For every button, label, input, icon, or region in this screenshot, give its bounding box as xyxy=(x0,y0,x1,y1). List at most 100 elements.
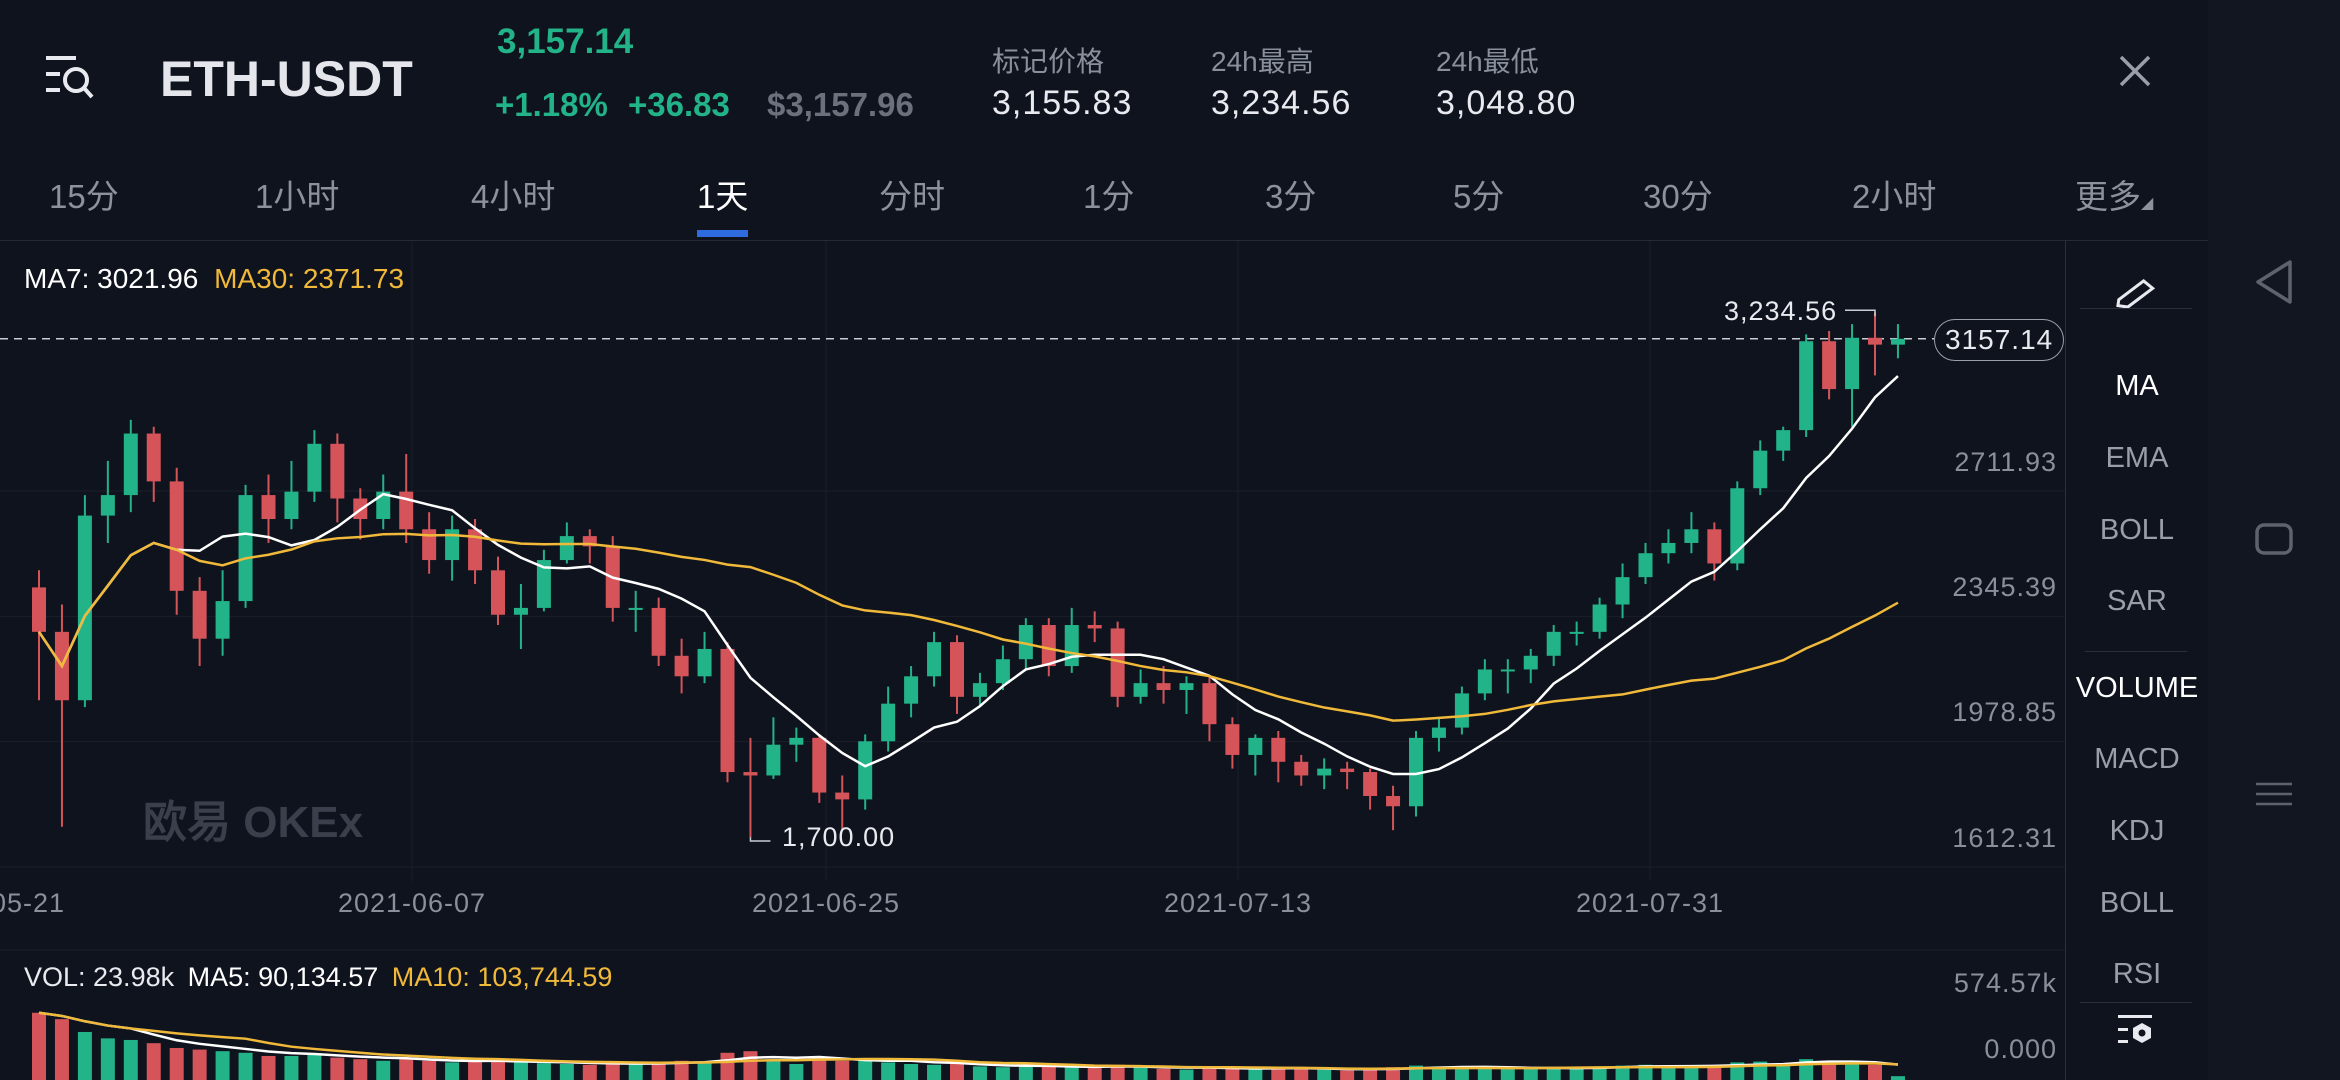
indicator-sar[interactable]: SAR xyxy=(2107,585,2167,617)
volume-bar xyxy=(1431,1066,1446,1080)
menu-search-icon[interactable] xyxy=(44,52,100,102)
indicator-boll-sub[interactable]: BOLL xyxy=(2099,887,2175,919)
volume-bar xyxy=(1546,1067,1561,1080)
close-icon[interactable] xyxy=(2118,54,2152,88)
system-nav-bar xyxy=(2208,0,2340,1080)
candle-body xyxy=(1340,768,1355,773)
volume-bar xyxy=(1087,1067,1102,1080)
stat-label: 24h最低 xyxy=(1436,46,1539,77)
tab-timeline[interactable]: 分时 xyxy=(879,178,945,215)
candle-body xyxy=(1868,337,1882,345)
volume-bar xyxy=(1684,1067,1699,1080)
candle-body xyxy=(238,495,253,602)
indicator-settings-icon[interactable] xyxy=(2116,1012,2156,1048)
back-icon[interactable] xyxy=(2253,258,2295,306)
candle-body xyxy=(1041,625,1056,667)
candle-body xyxy=(1707,529,1722,564)
candle-body xyxy=(445,529,460,561)
volume-bar xyxy=(491,1059,505,1080)
volume-bar xyxy=(468,1061,483,1080)
candle-body xyxy=(330,443,345,499)
caret-up-icon: ◢ xyxy=(2141,195,2154,212)
volume-bar xyxy=(651,1062,666,1080)
ma-legend: MA7: 3021.96 MA30: 2371.73 xyxy=(24,263,404,295)
volume-bar xyxy=(353,1059,368,1080)
volume-bar xyxy=(1248,1068,1263,1080)
candle-body xyxy=(1018,625,1033,660)
candle-body xyxy=(261,495,276,520)
volume-bar xyxy=(1294,1068,1309,1080)
volume-y-tick: 574.57k xyxy=(1953,968,2057,998)
recents-icon[interactable] xyxy=(2254,778,2294,818)
tab-4h[interactable]: 4小时 xyxy=(471,178,556,215)
volume-bar xyxy=(1569,1067,1584,1080)
volume-bar xyxy=(766,1059,781,1080)
volume-bar xyxy=(238,1052,253,1080)
tab-5m[interactable]: 5分 xyxy=(1453,178,1505,215)
volume-bar xyxy=(77,1031,92,1080)
tab-15m[interactable]: 15分 xyxy=(49,178,119,215)
candle-body xyxy=(100,495,115,516)
candle-body xyxy=(1776,430,1791,451)
volume-bar xyxy=(192,1049,207,1080)
tab-1d[interactable]: 1天 xyxy=(697,178,749,215)
price-chart[interactable] xyxy=(0,241,2065,1080)
tab-1h[interactable]: 1小时 xyxy=(255,178,340,215)
indicator-ema[interactable]: EMA xyxy=(2105,442,2169,474)
candle-body xyxy=(284,491,299,520)
indicator-rsi[interactable]: RSI xyxy=(2112,958,2162,986)
candle-body xyxy=(1684,529,1699,543)
volume-bar xyxy=(1776,1063,1791,1080)
candle-body xyxy=(789,737,804,745)
volume-bar xyxy=(1615,1065,1630,1080)
volume-bar xyxy=(972,1066,987,1080)
volume-bar xyxy=(927,1064,942,1080)
candle-body xyxy=(1363,772,1378,796)
candle-body xyxy=(950,642,964,697)
candle-body xyxy=(559,536,574,561)
usd-price: $3,157.96 xyxy=(767,86,914,123)
pair-title[interactable]: ETH-USDT xyxy=(160,51,413,107)
indicator-macd[interactable]: MACD xyxy=(2094,743,2180,775)
tab-more[interactable]: 更多◢ xyxy=(2075,170,2153,218)
indicator-kdj[interactable]: KDJ xyxy=(2109,815,2165,847)
volume-bar xyxy=(1041,1065,1056,1080)
volume-bar xyxy=(858,1059,873,1080)
indicator-boll[interactable]: BOLL xyxy=(2099,514,2175,546)
ma30-line xyxy=(37,532,1899,722)
candle-body xyxy=(1500,669,1515,672)
volume-bar xyxy=(1156,1068,1171,1080)
candle-body xyxy=(1271,737,1286,762)
indicator-volume[interactable]: VOLUME xyxy=(2075,672,2199,704)
candle-body xyxy=(1546,631,1561,656)
pencil-icon[interactable] xyxy=(2116,272,2156,312)
tab-1m[interactable]: 1分 xyxy=(1083,178,1135,215)
volume-bar xyxy=(1707,1065,1722,1080)
tab-3m[interactable]: 3分 xyxy=(1265,178,1317,215)
ma7-line xyxy=(37,375,1899,776)
divider xyxy=(0,240,2208,241)
tab-30m[interactable]: 30分 xyxy=(1643,178,1713,215)
stat-label: 标记价格 xyxy=(992,46,1105,77)
volume-bar xyxy=(743,1051,758,1080)
candle-body xyxy=(835,792,850,800)
candle-body xyxy=(766,744,781,776)
tab-2h[interactable]: 2小时 xyxy=(1852,178,1937,215)
candle-body xyxy=(812,737,827,793)
volume-bar xyxy=(307,1054,322,1080)
volume-bar xyxy=(720,1052,735,1080)
volume-bar xyxy=(376,1060,391,1080)
volume-bar xyxy=(1868,1064,1882,1080)
indicator-ma[interactable]: MA xyxy=(2115,370,2159,402)
okex-watermark: 欧易 OKEx xyxy=(143,798,364,847)
volume-bar xyxy=(1523,1068,1538,1080)
volume-bar xyxy=(399,1059,414,1080)
candle-body xyxy=(192,590,207,639)
candle-body xyxy=(1638,553,1653,578)
candle-body xyxy=(674,655,689,677)
home-icon[interactable] xyxy=(2254,520,2294,560)
volume-bar xyxy=(1386,1067,1401,1080)
candle-body xyxy=(307,443,322,492)
last-price-tag: 3157.14 xyxy=(1934,319,2065,361)
y-tick: 2345.39 xyxy=(1952,572,2057,602)
